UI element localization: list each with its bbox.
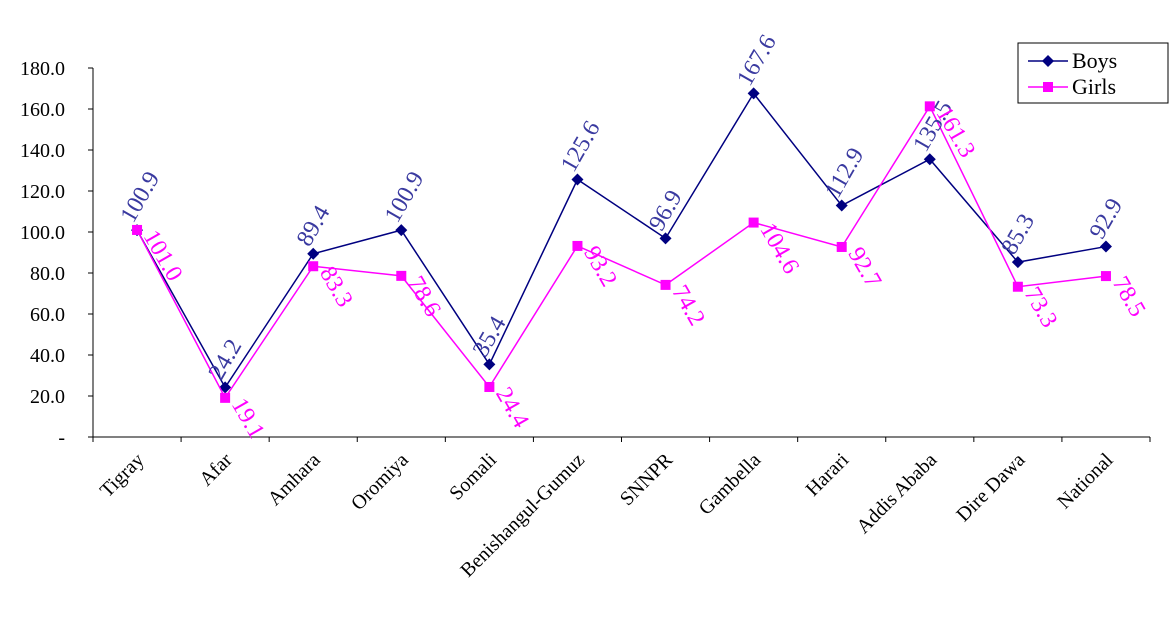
data-point-girls — [484, 381, 495, 392]
x-category-label: Afar — [195, 449, 237, 491]
x-category-label: Oromiya — [347, 449, 413, 515]
x-category-label: Somali — [445, 449, 501, 505]
data-point-girls — [748, 217, 759, 228]
data-point-girls — [924, 101, 935, 112]
x-category-label: SNNPR — [616, 449, 678, 511]
series-layer: 100.924.289.4 100.935.4125.696.9167.6112.… — [116, 31, 1151, 444]
legend-marker-boys — [1042, 55, 1054, 67]
series-line-boys — [136, 92, 1107, 389]
data-label-boys: 125.6 — [556, 117, 606, 177]
data-label-girls: 19.1 — [226, 394, 270, 443]
data-point-boys — [307, 247, 320, 260]
y-tick-label: 140.0 — [20, 140, 65, 162]
data-point-girls — [132, 224, 143, 235]
data-point-girls — [572, 240, 583, 251]
x-category-label: Addis Ababa — [852, 449, 941, 538]
data-label-boys: 112.9 — [820, 144, 869, 203]
series-line-girls — [136, 104, 1107, 400]
data-point-boys — [747, 87, 760, 100]
legend-label-girls: Girls — [1072, 74, 1116, 99]
data-label-girls: 74.2 — [666, 281, 710, 330]
data-label-girls: 101.0 — [138, 226, 188, 286]
data-point-boys — [219, 381, 232, 394]
data-point-boys — [1099, 240, 1112, 253]
data-point-girls — [220, 392, 231, 403]
data-point-boys — [835, 199, 848, 212]
y-tick-label: - — [58, 427, 65, 449]
data-label-girls: 24.4 — [490, 383, 534, 432]
data-point-boys — [395, 224, 408, 237]
data-point-boys — [1011, 256, 1024, 269]
data-label-boys: 92.9 — [1085, 194, 1129, 243]
data-point-girls — [1100, 271, 1111, 282]
y-tick-label: 40.0 — [30, 345, 65, 367]
data-point-boys — [483, 358, 496, 371]
data-label-girls: 73.3 — [1019, 283, 1063, 332]
data-point-boys — [571, 173, 584, 186]
y-tick-label: 100.0 — [20, 222, 65, 244]
data-label-boys: 100.9 — [116, 167, 166, 227]
data-label-boys: 100.9 — [380, 167, 430, 227]
y-tick-label: 80.0 — [30, 263, 65, 285]
legend-marker-girls — [1043, 82, 1053, 92]
x-category-label: Amhara — [264, 449, 325, 510]
y-tick-label: 120.0 — [20, 181, 65, 203]
x-category-label: Harari — [802, 449, 854, 501]
data-point-girls — [308, 261, 319, 272]
data-point-girls — [660, 279, 671, 290]
y-tick-label: 20.0 — [30, 386, 65, 408]
y-tick-label: 160.0 — [20, 99, 65, 121]
data-label-boys: 85.3 — [997, 210, 1041, 259]
data-label-boys: 24.2 — [204, 335, 248, 384]
x-category-label: Dire Dawa — [952, 449, 1029, 526]
data-label-girls: 92.7 — [843, 243, 887, 292]
x-category-label: Tigray — [96, 449, 149, 502]
legend-box — [1017, 42, 1169, 104]
data-label-girls: 78.5 — [1107, 272, 1151, 321]
data-point-girls — [396, 270, 407, 281]
data-point-girls — [1012, 281, 1023, 292]
x-category-label: Gambella — [695, 449, 766, 520]
data-point-boys — [659, 232, 672, 245]
data-label-boys: 167.6 — [732, 31, 782, 91]
x-category-label: National — [1053, 449, 1118, 514]
y-tick-label: 180.0 — [20, 58, 65, 80]
data-point-boys — [923, 153, 936, 166]
data-point-girls — [836, 241, 847, 252]
data-label-girls: 78.6 — [402, 272, 446, 321]
data-label-girls: 104.6 — [754, 219, 804, 279]
data-label-boys: 35.4 — [468, 312, 512, 361]
legend-label-boys: Boys — [1072, 48, 1117, 73]
y-tick-label: 60.0 — [30, 304, 65, 326]
data-label-boys: 89.4 — [292, 201, 336, 250]
